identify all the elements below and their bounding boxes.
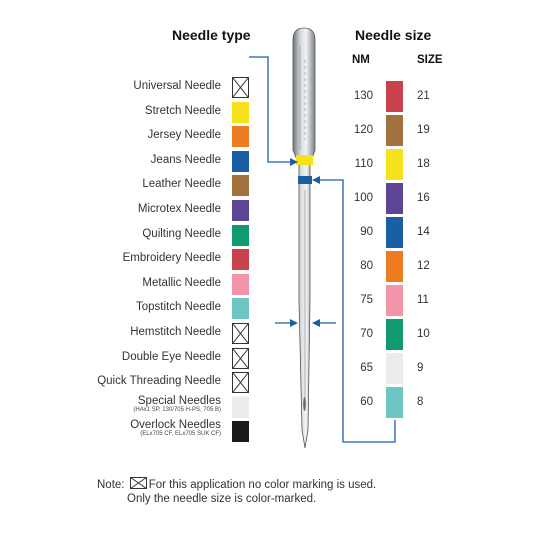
needle-type-name: Universal Needle — [133, 80, 221, 92]
size-value: 11 — [417, 294, 429, 306]
needle-type-name: Jeans Needle — [150, 153, 221, 166]
nm-value: 65 — [360, 362, 373, 374]
nm-value: 75 — [360, 294, 373, 306]
needle-type-models: (ELx705 CF, ELx705 SUK CF) — [140, 431, 221, 438]
needle-type-name: Leather Needle — [142, 178, 221, 191]
size-value: 16 — [417, 192, 430, 204]
size-value: 10 — [417, 328, 430, 340]
no-color-marking-icon — [232, 323, 249, 344]
needle-body — [292, 27, 316, 449]
needle-type-label: Quick Threading Needle — [21, 375, 221, 387]
needle-type-label: Topstitch Needle — [21, 301, 221, 313]
needle-type-name: Stretch Needle — [144, 104, 221, 117]
no-color-marking-icon — [232, 347, 249, 369]
needle-type-color-swatch — [232, 273, 249, 295]
no-color-marking-icon — [232, 77, 249, 98]
no-color-marking-icon — [232, 372, 249, 394]
needle-type-color-swatch — [232, 101, 249, 123]
size-column-header: SIZE — [417, 54, 443, 66]
needle-type-label: Quilting Needle — [21, 228, 221, 240]
needle-type-color-swatch — [232, 298, 249, 320]
needle-size-color-swatch — [386, 319, 403, 350]
needle-type-color-swatch — [232, 224, 249, 246]
nm-value: 100 — [353, 192, 373, 204]
size-value: 9 — [417, 362, 424, 374]
note-line-1: Note: For this application no color mark… — [97, 477, 376, 491]
nm-value: 120 — [353, 124, 373, 136]
hemstitch-arrow-right — [312, 319, 320, 327]
needle-type-name: Quick Threading Needle — [97, 375, 221, 388]
needle-size-color-swatch — [386, 149, 403, 180]
size-value: 14 — [417, 226, 430, 238]
needle-type-label: Double Eye Needle — [21, 351, 221, 363]
needle-type-name: Microtex Needle — [137, 203, 221, 215]
needle-type-name: Quilting Needle — [142, 227, 221, 240]
note-text-2: Only the needle size is color-marked. — [127, 493, 317, 505]
nm-value: 110 — [354, 158, 373, 170]
size-value: 18 — [417, 158, 430, 170]
needle-type-label: Jersey Needle — [21, 129, 221, 141]
needle-type-models: (HAx1 SP, 130/705 H-PS, 705 B) — [133, 406, 221, 413]
needle-type-name: Overlock Needles — [130, 419, 221, 432]
needle-type-band — [296, 155, 313, 165]
needle-size-color-swatch — [386, 115, 403, 146]
needle-type-color-swatch — [232, 175, 249, 197]
size-value: 21 — [417, 90, 430, 102]
needle-type-name: Double Eye Needle — [121, 350, 221, 363]
needle-type-color-swatch — [232, 126, 249, 148]
needle-type-color-swatch — [232, 396, 249, 418]
needle-size-band — [298, 176, 312, 184]
needle-size-color-swatch — [386, 81, 403, 112]
size-connector-line — [316, 179, 396, 443]
size-connector-arrow — [312, 176, 320, 184]
needle-type-label: Leather Needle — [21, 178, 221, 190]
needle-type-label: Embroidery Needle — [21, 252, 221, 264]
needle-type-name: Topstitch Needle — [135, 301, 221, 314]
needle-type-label: Universal Needle — [21, 80, 221, 92]
no-color-marking-icon — [129, 477, 147, 489]
needle-type-heading: Needle type — [172, 27, 251, 43]
nm-value: 130 — [353, 90, 373, 102]
nm-value: 70 — [360, 328, 373, 340]
needle-type-color-swatch — [232, 421, 249, 443]
size-value: 19 — [417, 124, 430, 136]
needle-type-name: Hemstitch Needle — [130, 326, 221, 338]
nm-value: 90 — [360, 226, 373, 238]
needle-size-color-swatch — [386, 285, 403, 316]
needle-type-name: Special Needles — [137, 394, 221, 407]
needle-type-color-swatch — [232, 200, 249, 221]
needle-type-label: Hemstitch Needle — [21, 326, 221, 338]
nm-column-header: NM — [352, 54, 370, 66]
needle-type-name: Metallic Needle — [142, 276, 221, 289]
needle-size-color-swatch — [386, 251, 403, 282]
needle-size-heading: Needle size — [355, 27, 432, 43]
needle-size-color-swatch — [386, 387, 403, 418]
size-value: 12 — [417, 260, 430, 272]
needle-type-label: Jeans Needle — [21, 154, 221, 166]
note-text-1: For this application no color marking is… — [148, 479, 377, 491]
note-prefix: Note: — [97, 479, 125, 491]
needle-eye — [303, 397, 306, 411]
nm-value: 80 — [360, 260, 373, 272]
size-value: 8 — [417, 396, 424, 408]
needle-type-label: Special Needles (HAx1 SP, 130/705 H-PS, 7… — [21, 395, 221, 413]
type-connector-line — [249, 56, 294, 163]
hemstitch-arrow-left — [290, 319, 298, 327]
needle-type-color-swatch — [232, 150, 249, 172]
type-connector-arrow — [290, 158, 298, 166]
needle-type-label: Metallic Needle — [21, 277, 221, 289]
needle-type-label: Overlock Needles (ELx705 CF, ELx705 SUK C… — [21, 419, 221, 437]
needle-type-label: Microtex Needle — [21, 203, 221, 215]
needle-type-color-swatch — [232, 249, 249, 271]
needle-type-name: Jersey Needle — [147, 129, 221, 142]
needle-type-label: Stretch Needle — [21, 105, 221, 117]
needle-type-name: Embroidery Needle — [122, 252, 221, 265]
needle-size-color-swatch — [386, 183, 403, 214]
nm-value: 60 — [360, 396, 373, 408]
needle-size-color-swatch — [386, 217, 403, 248]
needle-size-color-swatch — [386, 353, 403, 384]
